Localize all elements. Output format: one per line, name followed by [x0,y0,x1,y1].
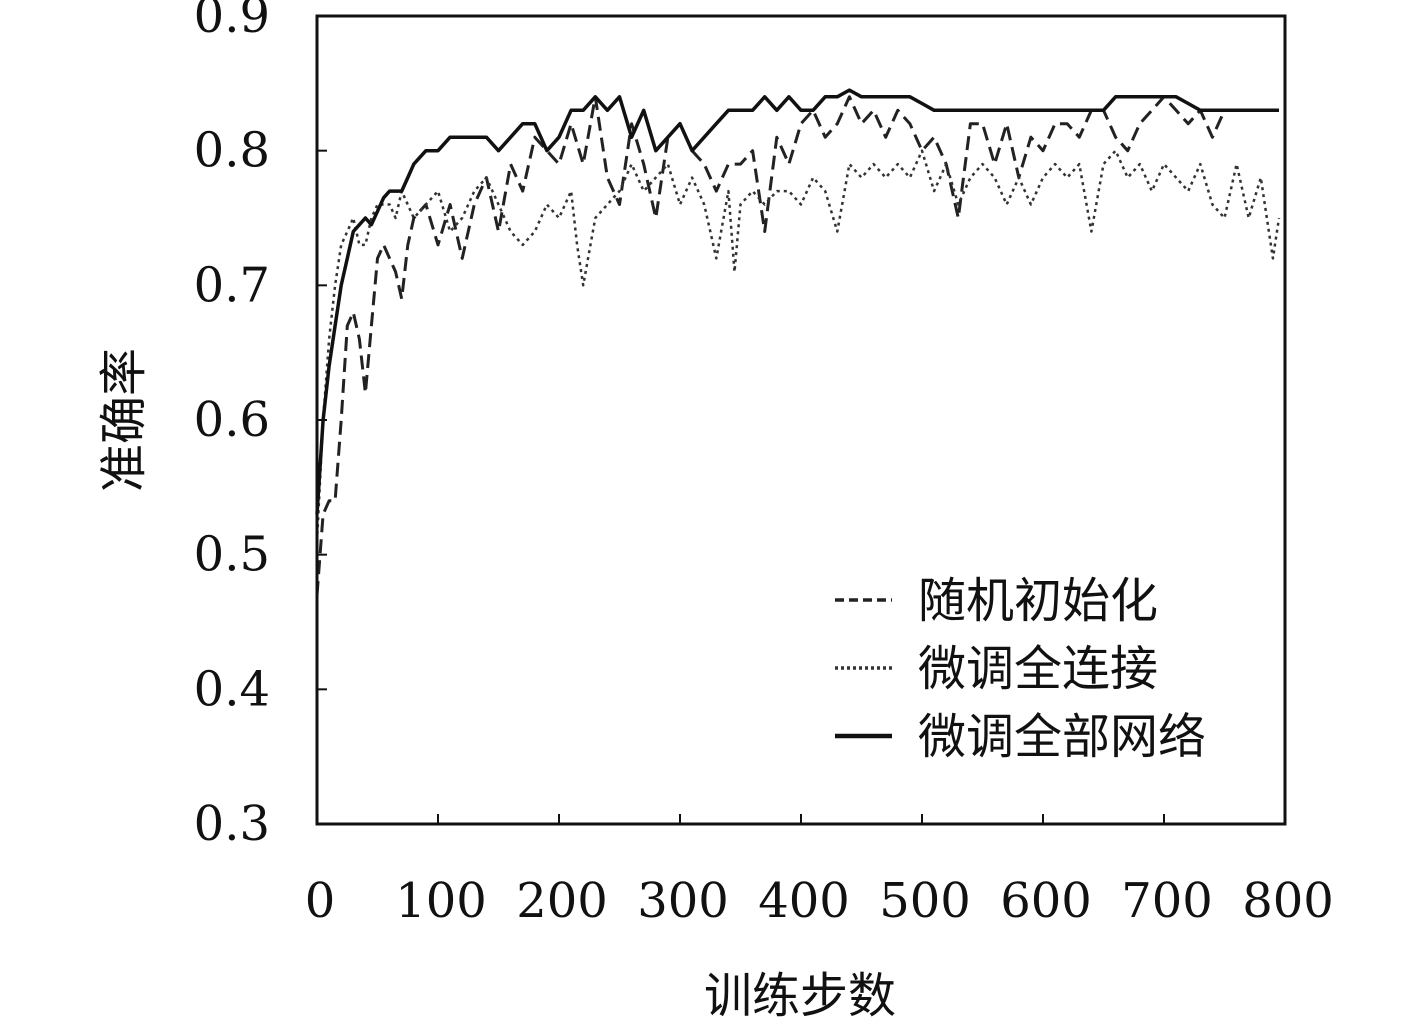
series-line-2 [315,149,1281,542]
y-tick-label: 0.3 [194,796,270,852]
x-tick-label: 600 [1000,873,1092,929]
y-tick-label: 0.8 [194,123,270,179]
ticks-layer: 0 100 200 300 400 500 600 700 800 0.3 0.4 0.5 0.6 0.7… [194,0,1334,929]
x-axis-title: 训练步数 [704,968,896,1024]
y-tick-label: 0.5 [194,527,270,583]
y-tick-label: 0.6 [194,392,270,448]
y-axis-title: 准确率 [96,348,152,492]
x-tick-label: 800 [1242,873,1334,929]
y-tick-label: 0.4 [194,661,270,717]
x-tick-label: 300 [637,873,729,929]
x-tick-label: 700 [1121,873,1213,929]
legend-label-2: 微调全连接 [918,641,1158,697]
series-line-3 [315,88,1279,515]
y-tick-label: 0.9 [194,0,270,44]
x-tick-label: 500 [879,873,971,929]
series-layer [315,88,1281,596]
x-tick-label: 100 [395,873,487,929]
legend-label-1: 随机初始化 [918,573,1158,629]
series-line-1 [315,95,1279,596]
x-tick-label: 0 [305,873,336,929]
y-tick-label: 0.7 [194,257,270,313]
x-tick-label: 200 [516,873,608,929]
legend-label-3: 微调全部网络 [918,709,1206,765]
x-tick-label: 400 [758,873,850,929]
